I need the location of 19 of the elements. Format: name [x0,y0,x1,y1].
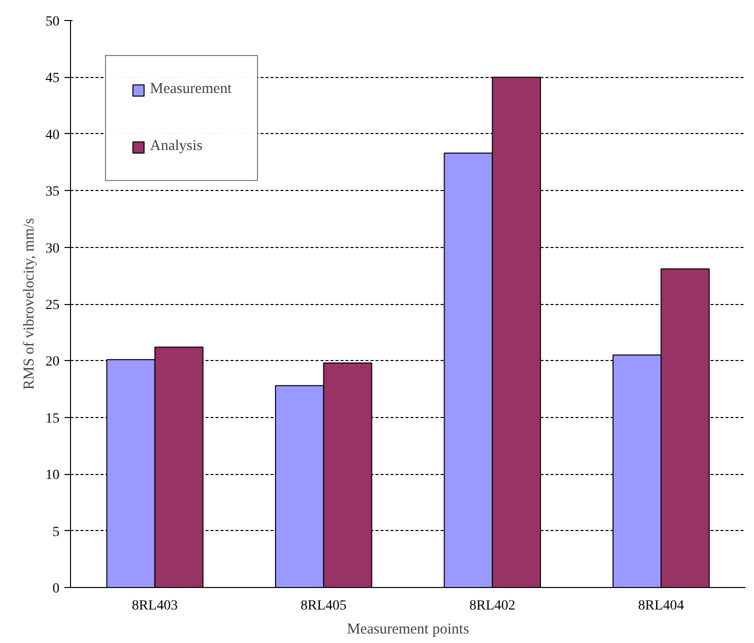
y-tick-label: 35 [46,184,60,200]
y-tick-label: 15 [46,411,60,426]
y-tick-label: 45 [46,71,60,86]
legend-label: Analysis [150,138,202,155]
y-tick-label: 5 [52,524,60,540]
y-axis-title: RMS of vibrovelocity, mm/s [22,218,38,390]
x-tick-label: 8RL402 [469,598,516,614]
x-axis-title: Measurement points [346,622,470,638]
x-tick-label: 8RL405 [300,598,347,614]
x-tick-label: 8RL403 [132,598,178,614]
y-tick-label: 30 [46,241,60,256]
y-tick-label: 10 [46,468,60,484]
legend-label: Measurement [150,81,232,98]
y-tick-label: 0 [52,582,60,596]
x-tick-label: 8RL404 [638,598,684,614]
y-tick-label: 25 [46,298,60,313]
y-tick-label: 50 [46,14,60,30]
y-tick-label: 20 [46,354,60,370]
y-tick-label: 40 [46,128,60,143]
